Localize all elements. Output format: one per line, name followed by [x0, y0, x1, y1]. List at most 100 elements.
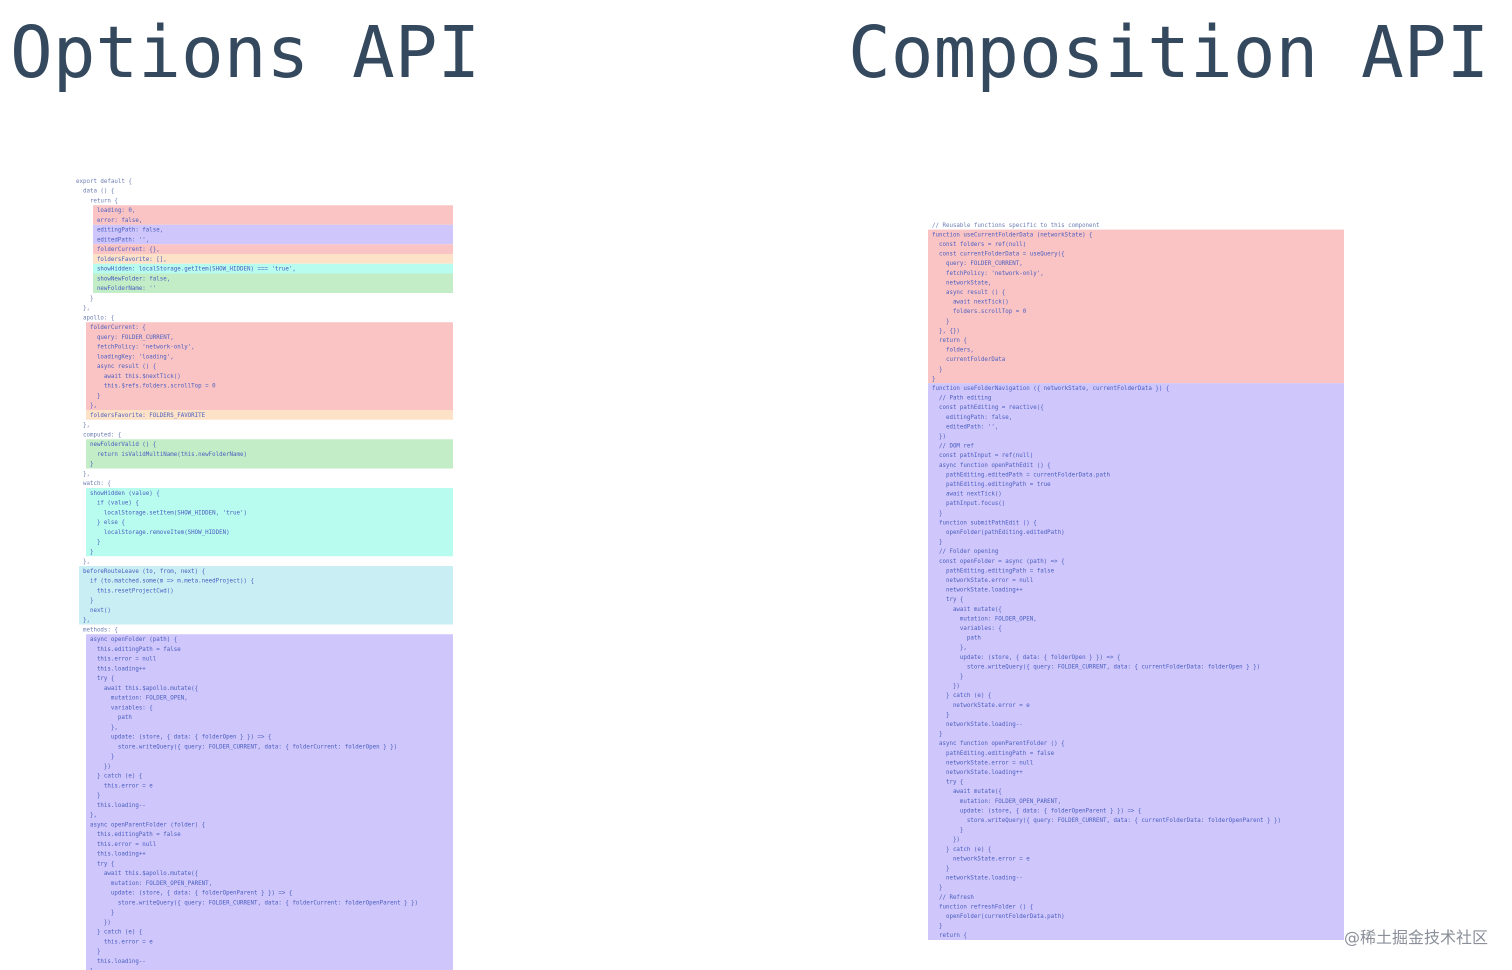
code-line: await mutate({	[932, 789, 1002, 795]
code-line: function useCurrentFolderData (networkSt…	[932, 232, 1093, 238]
code-highlight	[86, 488, 453, 557]
code-line: function useFolderNavigation ({ networkS…	[932, 386, 1169, 392]
code-line: networkState,	[932, 280, 991, 286]
code-line: try {	[76, 861, 114, 867]
code-line: }	[932, 732, 942, 738]
code-line: // Reusable functions specific to this c…	[932, 223, 1100, 229]
code-line: // Refresh	[932, 895, 974, 901]
code-line: try {	[76, 676, 114, 682]
code-line: newFolderName: ''	[76, 286, 156, 292]
code-line: },	[76, 618, 90, 624]
code-line: this.resetProjectCwd()	[76, 588, 174, 594]
code-line: return isValidMultiName(this.newFolderNa…	[76, 452, 247, 458]
code-line: methods: {	[76, 627, 118, 633]
code-line: networkState.error = e	[932, 703, 1030, 709]
code-line: function submitPathEdit () {	[932, 520, 1037, 526]
code-line: networkState.loading--	[932, 876, 1023, 882]
code-line: query: FOLDER_CURRENT,	[932, 261, 1023, 267]
code-line: // DOM ref	[932, 444, 974, 450]
code-line: }	[932, 866, 949, 872]
code-line: if (to.matched.some(m => m.meta.needProj…	[76, 579, 254, 585]
code-line: path	[932, 636, 981, 642]
code-line: this.error = e	[76, 783, 153, 789]
code-line: }	[76, 754, 114, 760]
code-line: },	[76, 725, 118, 731]
code-line: variables: {	[932, 626, 1002, 632]
code-line: },	[76, 306, 90, 312]
code-line: editingPath: false,	[76, 228, 163, 234]
code-line: await nextTick()	[932, 492, 1002, 498]
code-line: networkState.error = null	[932, 760, 1033, 766]
code-line: } catch (e) {	[932, 693, 991, 699]
code-line: openFolder(currentFolderData.path)	[932, 914, 1065, 920]
code-line: foldersFavorite: [],	[76, 257, 167, 263]
code-line: pathEditing.editedPath = currentFolderDa…	[932, 472, 1110, 478]
code-line: const pathInput = ref(null)	[932, 453, 1033, 459]
code-line: mutation: FOLDER_OPEN,	[932, 616, 1037, 622]
code-highlight	[79, 566, 453, 625]
code-line: editingPath: false,	[932, 415, 1012, 421]
code-line: }	[932, 712, 949, 718]
code-line: path	[76, 715, 132, 721]
code-line: return {	[932, 338, 967, 344]
code-line: try {	[932, 780, 963, 786]
code-line: this.editingPath = false	[76, 647, 181, 653]
code-line: query: FOLDER_CURRENT,	[76, 335, 174, 341]
code-line: this.loading++	[76, 666, 146, 672]
code-line: async result () {	[76, 364, 156, 370]
code-line: editedPath: '',	[76, 237, 149, 243]
watermark: @稀土掘金技术社区	[1343, 928, 1488, 947]
code-line: store.writeQuery({ query: FOLDER_CURRENT…	[76, 900, 418, 906]
code-line: showHidden (value) {	[76, 491, 160, 497]
code-line: currentFolderData	[932, 357, 1005, 363]
code-line: }	[76, 793, 100, 799]
code-line: next()	[76, 608, 111, 614]
code-line: await this.$apollo.mutate({	[76, 686, 198, 692]
code-line: function refreshFolder () {	[932, 904, 1033, 910]
code-line: } else {	[76, 520, 125, 526]
code-highlight	[928, 229, 1344, 384]
code-line: },	[76, 471, 90, 477]
code-highlight	[93, 254, 453, 264]
code-line: })	[932, 684, 960, 690]
code-line: }	[76, 393, 100, 399]
code-line: } catch (e) {	[76, 930, 142, 936]
code-line: }	[932, 674, 963, 680]
code-line: pathEditing.editingPath = false	[932, 568, 1055, 574]
code-line: try {	[932, 597, 963, 603]
code-line: pathInput.focus()	[932, 501, 1005, 507]
code-line: }	[76, 949, 100, 955]
code-line: networkState.loading--	[932, 722, 1023, 728]
code-line: mutation: FOLDER_OPEN,	[76, 696, 188, 702]
code-line: this.loading--	[76, 803, 146, 809]
code-line: await this.$apollo.mutate({	[76, 871, 198, 877]
code-line: store.writeQuery({ query: FOLDER_CURRENT…	[932, 664, 1260, 670]
code-line: }	[76, 598, 93, 604]
code-line: export default {	[76, 179, 132, 185]
code-line: update: (store, { data: { folderOpen } }…	[932, 655, 1120, 661]
code-line: } catch (e) {	[932, 847, 991, 853]
code-line: const folders = ref(null)	[932, 242, 1026, 248]
code-line: this.$refs.folders.scrollTop = 0	[76, 384, 216, 390]
code-line: fetchPolicy: 'network-only',	[932, 271, 1044, 277]
code-line: networkState.error = e	[932, 856, 1030, 862]
code-line: update: (store, { data: { folderOpenPare…	[76, 891, 292, 897]
code-line: showHidden: localStorage.getItem(SHOW_HI…	[76, 267, 296, 273]
code-line: openFolder(pathEditing.editedPath)	[932, 530, 1065, 536]
code-line: await this.$nextTick()	[76, 374, 181, 380]
code-line: }	[76, 549, 93, 555]
code-line: networkState.loading++	[932, 770, 1023, 776]
code-line: }	[932, 828, 963, 834]
code-highlight	[86, 634, 453, 970]
code-line: async openParentFolder (folder) {	[76, 822, 205, 828]
code-line: })	[932, 837, 960, 843]
code-line: return {	[932, 933, 967, 939]
code-line: },	[76, 403, 97, 409]
code-line: this.loading++	[76, 852, 146, 858]
code-line: mutation: FOLDER_OPEN_PARENT,	[76, 881, 212, 887]
code-line: // Path editing	[932, 396, 991, 402]
code-line: async function openPathEdit () {	[932, 463, 1051, 469]
code-line: this.error = e	[76, 939, 153, 945]
code-line: },	[76, 559, 90, 565]
